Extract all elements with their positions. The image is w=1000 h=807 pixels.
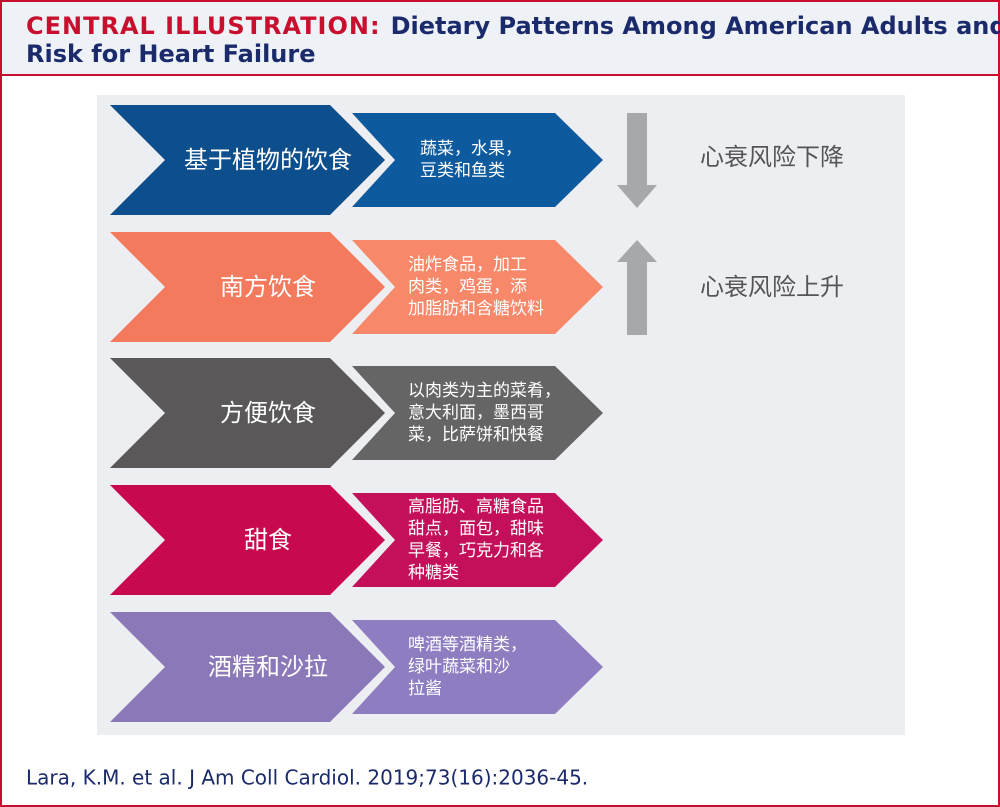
- down-arrow: [617, 113, 657, 208]
- food-chevron: [352, 493, 603, 587]
- food-text: 早餐，巧克力和各: [408, 541, 544, 561]
- diet-name: 酒精和沙拉: [208, 653, 328, 681]
- food-text: 菜，比萨饼和快餐: [408, 425, 544, 445]
- food-text: 啤酒等酒精类，: [408, 635, 527, 655]
- diet-chevron: [110, 358, 385, 468]
- food-text: 加脂肪和含糖饮料: [408, 299, 544, 319]
- citation: Lara, K.M. et al. J Am Coll Cardiol. 201…: [26, 766, 588, 790]
- food-text: 种糖类: [408, 563, 459, 583]
- food-text: 蔬菜，水果，: [420, 139, 522, 159]
- food-text: 肉类，鸡蛋，添: [408, 277, 527, 297]
- food-text: 豆类和鱼类: [420, 161, 505, 181]
- food-text: 甜点，面包，甜味: [408, 519, 544, 539]
- diet-name: 甜食: [244, 526, 292, 554]
- arrows: [617, 113, 657, 335]
- food-chevron: [352, 366, 603, 460]
- food-chevron: [352, 113, 603, 207]
- diet-name: 南方饮食: [220, 273, 316, 301]
- header-title: Dietary Patterns Among American Adults a…: [391, 12, 1000, 40]
- food-text: 油炸食品，加工: [408, 255, 527, 275]
- diet-chevron: [110, 485, 385, 595]
- diet-name: 方便饮食: [220, 399, 316, 427]
- header: CENTRAL ILLUSTRATION: Dietary Patterns Am…: [26, 12, 1000, 40]
- food-chevron: [352, 620, 603, 714]
- header-label: CENTRAL ILLUSTRATION:: [26, 12, 381, 40]
- risk-up: 心衰风险上升: [700, 273, 844, 301]
- risk-down: 心衰风险下降: [700, 143, 844, 171]
- diet-name: 基于植物的饮食: [184, 146, 352, 174]
- diet-chevron: [110, 612, 385, 722]
- food-text: 以肉类为主的菜肴，: [408, 381, 561, 401]
- food-chevron: [352, 240, 603, 334]
- header-title: Risk for Heart Failure: [26, 40, 316, 68]
- food-text: 高脂肪、高糖食品: [408, 497, 544, 517]
- diet-chevron: [110, 232, 385, 342]
- diet-chevron: [110, 105, 385, 215]
- food-text: 意大利面，墨西哥: [408, 403, 544, 423]
- food-text: 绿叶蔬菜和沙: [408, 657, 510, 677]
- food-text: 拉酱: [408, 679, 442, 699]
- up-arrow: [617, 240, 657, 335]
- header-band: [2, 2, 998, 74]
